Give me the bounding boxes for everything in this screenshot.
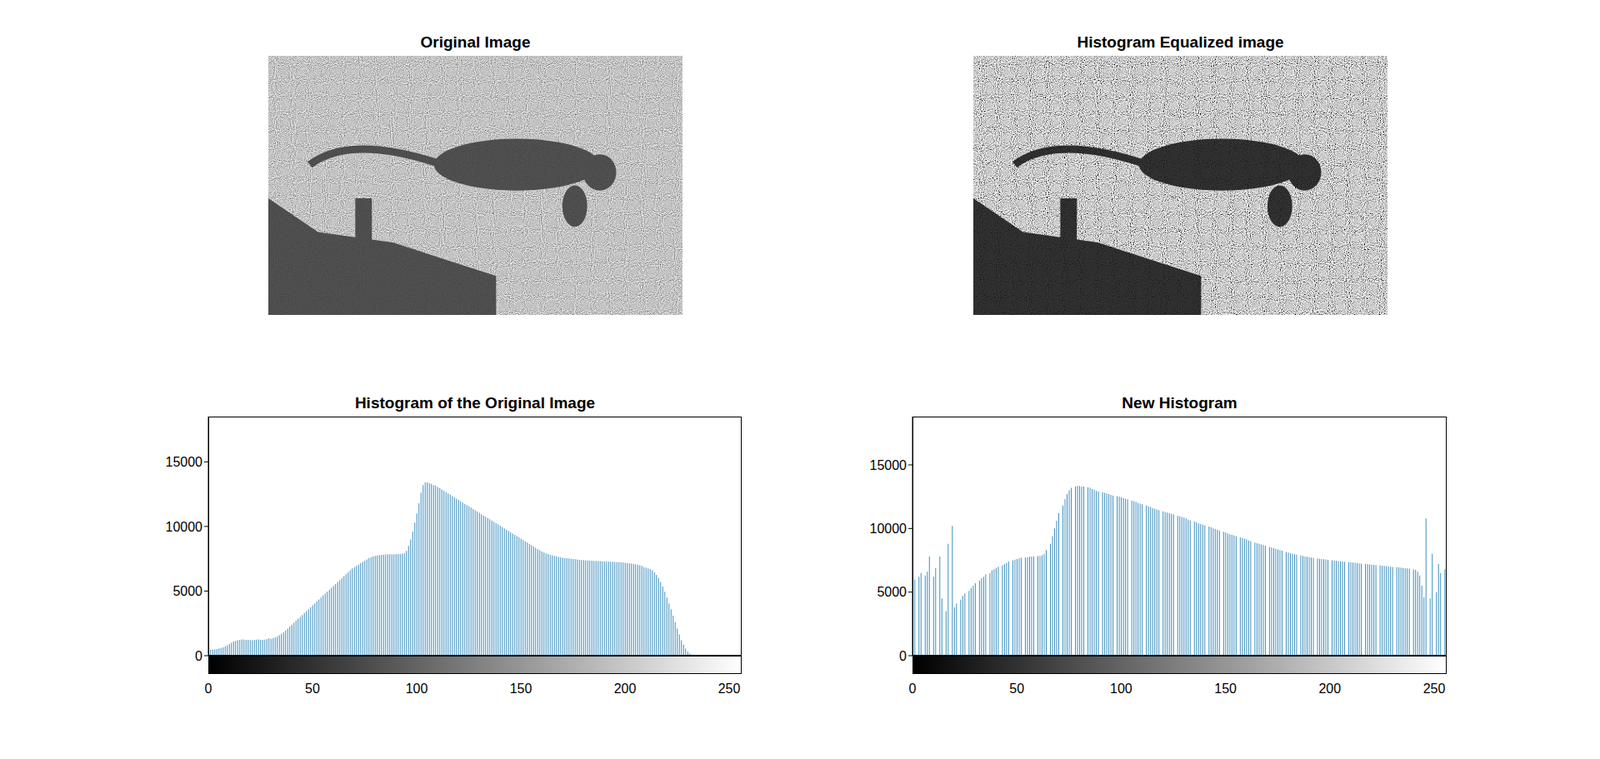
- svg-text:0: 0: [899, 649, 907, 664]
- svg-text:15000: 15000: [870, 458, 908, 473]
- svg-text:150: 150: [510, 681, 533, 696]
- svg-text:100: 100: [405, 681, 429, 696]
- svg-text:5000: 5000: [172, 584, 203, 599]
- svg-text:250: 250: [1423, 681, 1446, 696]
- html-text:Original Image: Original Image: [420, 33, 531, 51]
- html-text:Histogram of the Original Imag: Histogram of the Original Image: [354, 394, 596, 412]
- svg-text:250: 250: [718, 681, 741, 696]
- svg-text:10000: 10000: [870, 521, 908, 536]
- svg-text:0: 0: [909, 681, 917, 696]
- svg-text:150: 150: [1214, 681, 1237, 696]
- svg-text:5000: 5000: [876, 585, 907, 600]
- svg-text:50: 50: [1009, 681, 1025, 696]
- svg-text:200: 200: [1318, 681, 1341, 696]
- svg-text:50: 50: [305, 681, 320, 696]
- svg-text:0: 0: [195, 649, 203, 664]
- html-text:New Histogram: New Histogram: [1121, 394, 1238, 412]
- svg-text:15000: 15000: [165, 455, 204, 470]
- svg-text:100: 100: [1110, 681, 1133, 696]
- svg-text:10000: 10000: [165, 520, 204, 535]
- svg-text:200: 200: [614, 681, 637, 696]
- svg-text:0: 0: [205, 681, 213, 696]
- html-text:Histogram Equalized image: Histogram Equalized image: [1077, 33, 1284, 51]
